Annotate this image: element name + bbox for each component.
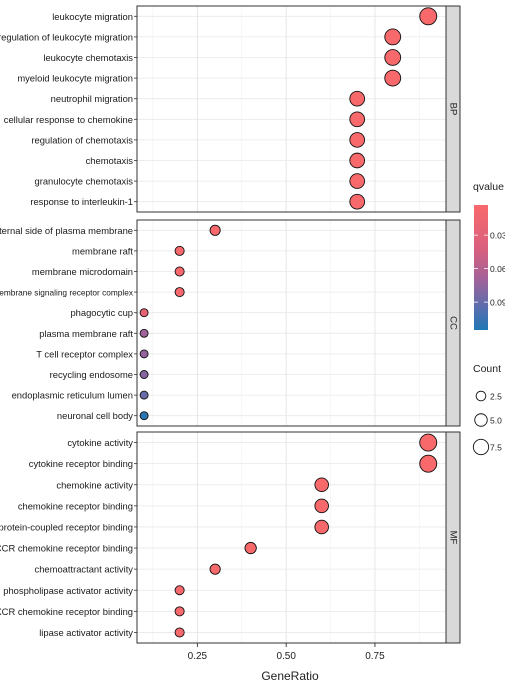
count-legend-label: 5.0 [490,416,502,426]
y-tick-label: G protein-coupled receptor binding [0,521,133,532]
facet-strip [445,5,461,213]
data-point [349,152,366,169]
data-point [349,132,366,148]
count-legend-circle [472,438,490,456]
panel-background [137,432,446,643]
y-tick-label: granulocyte chemotaxis [35,176,134,187]
x-tick-label: 0.50 [276,651,296,662]
panel-bp: BP leukocyte migration regulation of leuko… [0,5,461,213]
data-point [384,69,402,87]
legend: qvalue 0.03 0.06 0.09 Count 2.5 5.0 7.5 [472,181,505,456]
data-point [139,349,149,359]
data-point [139,390,149,400]
y-tick-label: chemokine activity [56,479,133,490]
y-tick-label: chemotaxis [86,155,134,166]
y-tick-label: plasma membrane signaling receptor compl… [0,288,134,298]
data-point [209,563,221,575]
x-axis: 0.25 0.50 0.75 [188,643,385,662]
colorbar-tick-label: 0.09 [490,298,505,308]
x-tick-label: 0.25 [188,651,208,662]
y-tick-label: neuronal cell body [57,410,133,421]
panels-layer: BP leukocyte migration regulation of leuko… [0,5,461,644]
y-tick-label: regulation of leukocyte migration [0,31,133,42]
y-tick-label: membrane raft [72,245,133,256]
data-point [349,193,366,210]
x-axis-title: GeneRatio [261,669,319,683]
colorbar-tick-label: 0.06 [490,264,505,274]
facet-strip [445,219,461,427]
y-tick-label: endoplasmic reticulum lumen [12,390,133,401]
qvalue-ticks: 0.03 0.06 0.09 [474,231,505,308]
data-point [244,541,257,555]
y-tick-label: membrane microdomain [32,266,133,277]
y-tick-label: phospholipase activator activity [3,585,133,596]
data-point [174,606,185,617]
count-legend-label: 2.5 [490,392,502,402]
data-point [139,411,149,421]
colorbar-tick-label: 0.03 [490,231,505,241]
count-legend-label: 7.5 [490,443,502,453]
facet-label: CC [448,316,459,330]
x-tick-label: 0.75 [365,651,385,662]
y-tick-label: chemokine receptor binding [18,500,133,511]
data-point [314,477,329,493]
y-tick-label: cytokine receptor binding [29,458,133,469]
y-tick-label: CXCR chemokine receptor binding [0,606,133,617]
y-tick-label: external side of plasma membrane [0,225,133,236]
y-tick-label: lipase activator activity [39,627,133,638]
count-legend-circle [475,390,487,402]
count-legend-title: Count [473,363,501,375]
y-tick-label: cellular response to chemokine [4,114,133,125]
facet-label: BP [448,103,459,116]
qvalue-colorbar [474,205,488,330]
data-point [314,498,329,514]
count-legend-items: 2.5 5.0 7.5 [472,390,502,456]
data-point [419,454,438,473]
y-tick-label: phagocytic cup [70,307,133,318]
y-tick-label: recycling endosome [50,369,133,380]
y-tick-label: regulation of chemotaxis [31,134,133,145]
panel-background [137,220,446,426]
data-point [174,287,185,298]
data-point [419,433,438,452]
data-point [174,585,185,596]
data-point [349,90,366,107]
qvalue-legend-title: qvalue [473,181,504,193]
panel-mf: MF cytokine activity cytokine receptor bin… [0,431,461,644]
data-point [349,111,366,128]
data-point [174,245,185,256]
data-point [139,308,149,318]
data-point [174,266,185,277]
y-tick-label: myeloid leukocyte migration [17,73,133,84]
panel-cc: CC external side of plasma membrane membra… [0,219,461,427]
facet-label: MF [448,531,459,545]
y-tick-label: response to interleukin-1 [30,196,133,207]
y-tick-label: plasma membrane raft [39,328,133,339]
data-point [139,370,149,379]
y-tick-label: CCR chemokine receptor binding [0,543,133,554]
data-point [314,519,329,535]
facet-strip [445,431,461,644]
data-point [174,627,185,638]
y-tick-label: neutrophil migration [51,93,133,104]
y-tick-label: leukocyte chemotaxis [43,52,133,63]
count-legend-circle [474,413,488,427]
data-point [384,49,402,66]
y-tick-label: leukocyte migration [52,11,133,22]
y-tick-label: cytokine activity [67,437,133,448]
data-point [209,224,221,236]
data-point [419,7,438,26]
y-tick-label: chemoattractant activity [35,564,134,575]
data-point [349,173,366,189]
y-tick-label: T cell receptor complex [36,348,133,359]
data-point [384,28,402,46]
data-point [139,328,149,338]
